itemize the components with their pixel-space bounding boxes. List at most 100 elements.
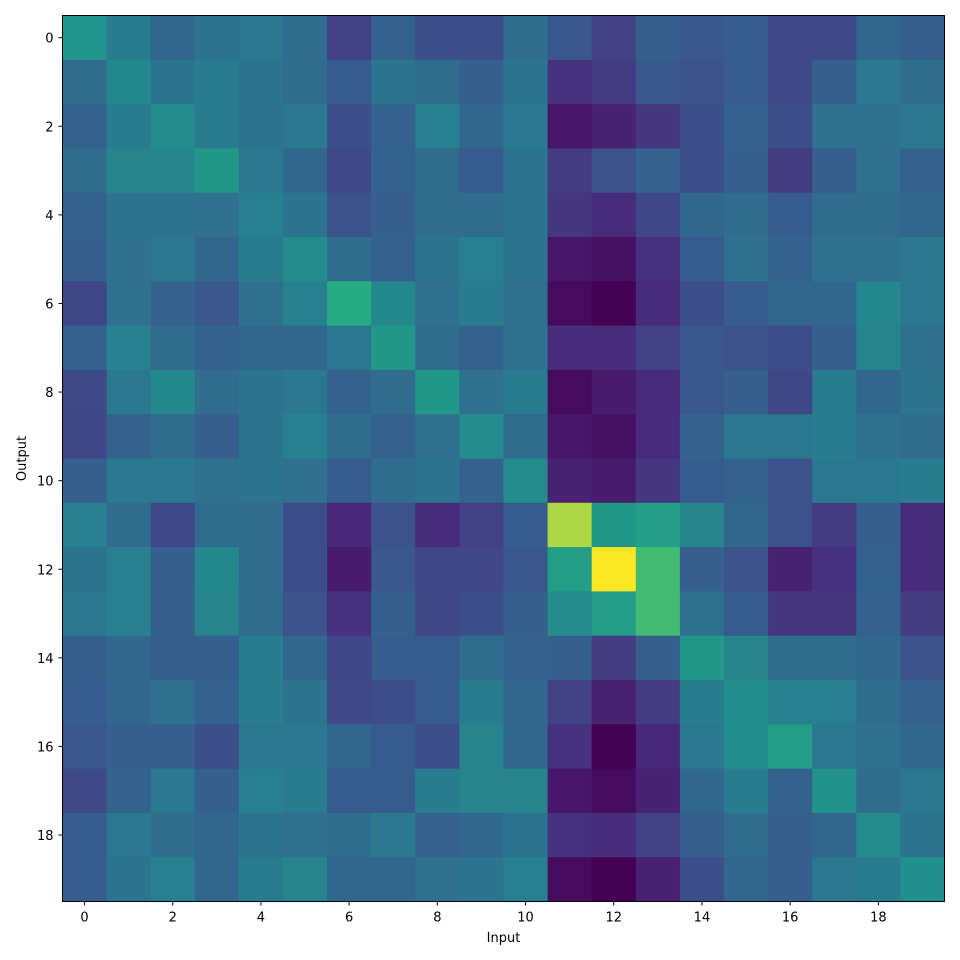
heatmap-cell — [106, 237, 152, 282]
heatmap-cell — [150, 104, 196, 149]
y-tick-label: 10 — [37, 475, 54, 490]
heatmap-cell — [371, 458, 416, 504]
heatmap-cell — [415, 192, 460, 238]
heatmap-cell — [106, 591, 152, 637]
heatmap-cell — [856, 104, 901, 149]
heatmap-cell — [415, 369, 460, 415]
heatmap-cell — [591, 192, 637, 238]
heatmap-cell — [283, 192, 328, 238]
heatmap-cell — [856, 591, 901, 637]
heatmap-cell — [591, 812, 637, 858]
heatmap-cell — [856, 237, 901, 282]
heatmap-cell — [194, 680, 240, 725]
heatmap-cell — [900, 325, 945, 371]
heatmap-cell — [150, 325, 196, 371]
heatmap-cell — [503, 724, 548, 769]
heatmap-cell — [547, 59, 593, 105]
heatmap-cell — [591, 724, 637, 769]
heatmap-cell — [327, 458, 372, 504]
heatmap-cell — [635, 502, 681, 548]
heatmap-cell — [415, 812, 460, 858]
heatmap-cell — [283, 104, 328, 149]
heatmap-cell — [150, 768, 196, 814]
y-tick-label: 2 — [45, 120, 53, 135]
heatmap-cell — [415, 680, 460, 725]
heatmap-cell — [635, 547, 681, 592]
x-tick-label: 6 — [345, 911, 353, 926]
heatmap-cell — [503, 591, 548, 637]
heatmap-cell — [238, 812, 284, 858]
heatmap-cell — [62, 857, 107, 902]
heatmap-cell — [415, 458, 460, 504]
heatmap-cell — [371, 148, 416, 194]
heatmap-cell — [900, 591, 945, 637]
heatmap-cell — [635, 237, 681, 282]
heatmap-cell — [856, 547, 901, 592]
heatmap-cell — [900, 237, 945, 282]
heatmap-cell — [371, 237, 416, 282]
heatmap-cell — [503, 458, 548, 504]
heatmap-cell — [415, 325, 460, 371]
heatmap-cell — [238, 148, 284, 194]
heatmap-cell — [635, 724, 681, 769]
heatmap-cell — [459, 591, 504, 637]
heatmap-cell — [503, 59, 548, 105]
heatmap-cell — [635, 281, 681, 326]
heatmap-cell — [283, 724, 328, 769]
heatmap-cell — [371, 59, 416, 105]
heatmap-cell — [724, 635, 769, 681]
heatmap-cell — [900, 857, 945, 902]
heatmap-cell — [679, 414, 725, 459]
heatmap-cell — [635, 812, 681, 858]
heatmap-cell — [283, 768, 328, 814]
heatmap-cell — [900, 281, 945, 326]
heatmap-cell — [547, 857, 593, 902]
x-tick-label: 2 — [169, 911, 177, 926]
heatmap-cell — [547, 458, 593, 504]
heatmap-cell — [812, 857, 857, 902]
heatmap-cell — [856, 59, 901, 105]
heatmap-cell — [238, 192, 284, 238]
heatmap-cell — [194, 148, 240, 194]
heatmap-cell — [106, 680, 152, 725]
heatmap-cell — [856, 812, 901, 858]
heatmap-cell — [856, 857, 901, 902]
heatmap-cell — [635, 104, 681, 149]
heatmap-cell — [62, 281, 107, 326]
heatmap-cell — [900, 458, 945, 504]
heatmap-cell — [238, 458, 284, 504]
heatmap-cell — [150, 680, 196, 725]
heatmap-cell — [679, 635, 725, 681]
heatmap-cell — [106, 148, 152, 194]
heatmap-cell — [547, 680, 593, 725]
plot-frame — [62, 15, 945, 902]
heatmap-cell — [327, 104, 372, 149]
heatmap-cell — [459, 680, 504, 725]
heatmap-cell — [415, 547, 460, 592]
heatmap-cell — [62, 414, 107, 459]
heatmap-cell — [194, 281, 240, 326]
heatmap-cell — [371, 857, 416, 902]
heatmap-cell — [106, 281, 152, 326]
heatmap-cell — [768, 15, 813, 61]
heatmap-cell — [106, 192, 152, 238]
heatmap-cell — [547, 591, 593, 637]
heatmap-cell — [635, 148, 681, 194]
heatmap-cell — [62, 635, 107, 681]
heatmap-cell — [856, 458, 901, 504]
heatmap-cell — [283, 325, 328, 371]
heatmap-cell — [591, 857, 637, 902]
heatmap-cell — [62, 680, 107, 725]
heatmap-cell — [679, 680, 725, 725]
heatmap-cell — [812, 192, 857, 238]
heatmap-cell — [812, 325, 857, 371]
heatmap-cell — [724, 502, 769, 548]
heatmap-cell — [503, 857, 548, 902]
heatmap-cell — [327, 148, 372, 194]
y-tick-label: 14 — [37, 652, 54, 667]
heatmap-cell — [635, 635, 681, 681]
heatmap-cell — [62, 768, 107, 814]
heatmap-cell — [327, 857, 372, 902]
heatmap-cell — [679, 59, 725, 105]
heatmap-cell — [238, 547, 284, 592]
